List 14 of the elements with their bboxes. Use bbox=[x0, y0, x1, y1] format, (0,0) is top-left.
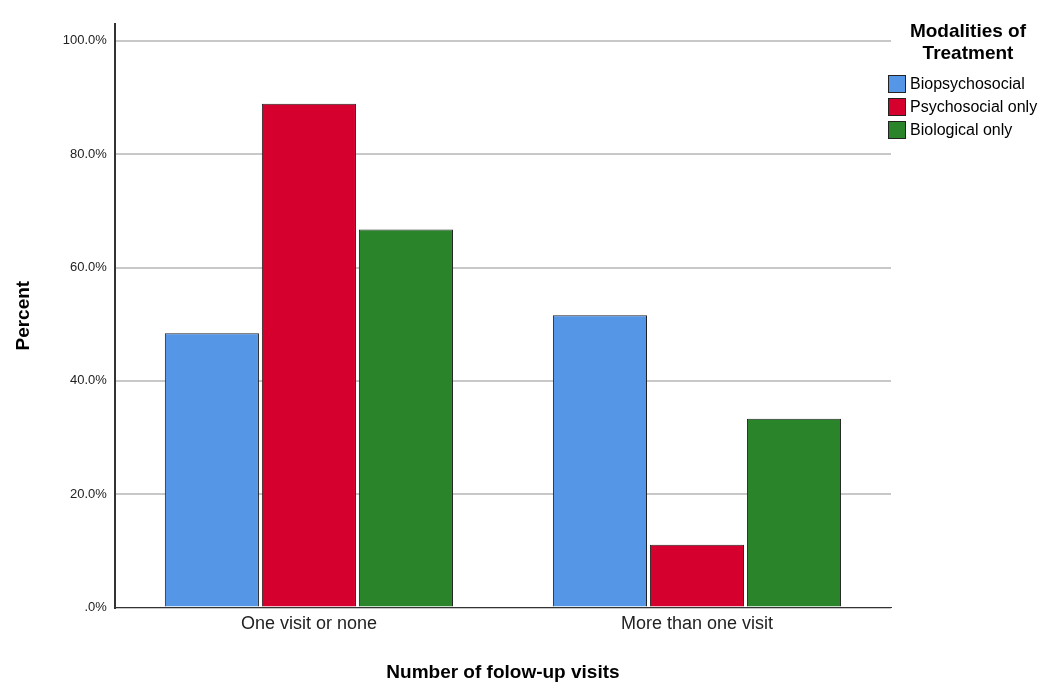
legend-label: Psychosocial only bbox=[910, 97, 1038, 116]
y-axis-title: Percent bbox=[11, 280, 33, 351]
legend-label: Biological only bbox=[910, 120, 1013, 139]
x-axis-title: Number of folow-up visits bbox=[386, 660, 620, 682]
y-tick-label: 20.0% bbox=[70, 485, 108, 501]
y-tick-label: .0% bbox=[84, 599, 108, 615]
x-tick-label: More than one visit bbox=[620, 613, 774, 634]
y-tick-label: 40.0% bbox=[70, 372, 108, 388]
legend-title: Modalities of Treatment bbox=[908, 20, 1028, 64]
y-tick-label: 60.0% bbox=[70, 259, 108, 275]
y-tick-label: 100.0% bbox=[62, 32, 108, 48]
y-tick-label: 80.0% bbox=[70, 145, 108, 161]
legend-label: Biopsychosocial bbox=[910, 74, 1025, 93]
x-tick-label: One visit or none bbox=[240, 613, 377, 634]
